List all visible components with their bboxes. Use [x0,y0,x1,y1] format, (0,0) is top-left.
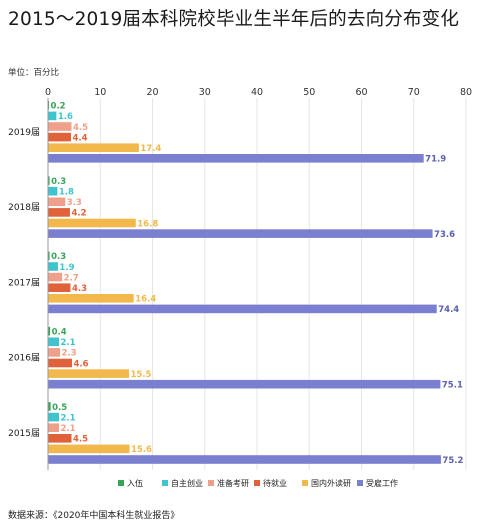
data-label: 75.1 [442,381,463,391]
category-label: 2016届 [8,353,40,364]
bar [48,455,441,464]
bar [48,412,59,422]
bar [48,176,50,185]
x-tick-label: 40 [251,87,263,98]
bar [48,101,50,110]
x-tick-label: 0 [45,87,51,98]
bar [48,208,70,217]
data-label: 2.1 [60,413,75,423]
bar [48,434,72,443]
bar [48,111,57,121]
x-tick-label: 80 [460,87,472,98]
data-label: 4.6 [74,359,89,369]
data-label: 1.6 [58,112,73,122]
data-label: 1.8 [59,188,74,198]
legend-swatch [208,480,214,486]
data-label: 4.5 [73,435,88,445]
legend-label: 自主创业 [171,478,203,488]
data-label: 16.4 [135,295,156,305]
data-label: 0.4 [52,328,67,338]
data-label: 4.3 [72,284,87,294]
bar [48,348,61,357]
bar [48,444,130,454]
data-label: 17.4 [140,144,161,154]
x-tick-label: 50 [303,87,315,98]
bar [48,154,424,163]
x-tick-label: 60 [355,87,367,98]
data-label: 4.5 [73,123,88,133]
data-label: 0.5 [52,403,67,413]
bar [48,122,72,131]
data-label: 2.1 [60,338,75,348]
bar [48,218,136,228]
legend-label: 待就业 [263,478,287,488]
bar [48,272,63,282]
legend-swatch [357,480,363,486]
data-label: 75.2 [442,456,463,466]
bar [48,423,59,432]
category-label: 2015届 [8,428,40,439]
data-label: 0.3 [51,177,66,187]
bar [48,402,51,411]
legend-swatch [254,480,260,486]
data-label: 2.1 [60,424,75,434]
bar [48,251,50,261]
bar [48,369,129,378]
x-tick-label: 20 [146,87,158,98]
data-label: 15.6 [131,445,152,455]
legend-label: 准备考研 [217,478,249,488]
bar [48,197,66,207]
legend-label: 入伍 [127,478,143,488]
legend-label: 受雇工作 [366,478,398,488]
unit-label: 单位：百分比 [8,68,60,78]
data-label: 1.9 [59,263,74,273]
bar [48,132,71,142]
x-tick-label: 70 [408,87,420,98]
data-label: 71.9 [425,155,446,165]
bar [48,262,58,271]
legend-swatch [118,480,124,486]
legend-label: 国内外读研 [311,478,351,488]
bar [48,283,71,292]
data-label: 16.8 [137,219,158,229]
data-label: 0.3 [51,252,66,262]
category-label: 2019届 [8,127,40,138]
bar [48,337,59,347]
data-label: 3.3 [67,198,82,208]
category-label: 2018届 [8,202,40,213]
x-tick-label: 10 [94,87,106,98]
bar [48,326,51,336]
bar [48,186,58,196]
chart-title: 2015～2019届本科院校毕业生半年后的去向分布变化 [8,9,460,30]
bar [48,304,437,314]
data-label: 15.5 [130,370,151,380]
bar [48,379,441,389]
bar [48,143,139,152]
legend-swatch [302,480,308,486]
data-label: 74.4 [438,305,459,315]
data-label: 0.2 [51,102,66,112]
data-label: 73.6 [434,230,455,240]
bar [48,229,433,238]
x-tick-label: 30 [199,87,211,98]
data-label: 2.3 [62,349,77,359]
bar [48,294,134,303]
source-note: 数据来源：《2020年中国本科生就业报告》 [8,511,180,521]
data-label: 4.2 [71,209,86,219]
data-label: 2.7 [64,273,79,283]
legend-swatch [162,480,168,486]
bar [48,358,73,368]
data-label: 4.4 [72,133,87,143]
category-label: 2017届 [8,277,40,288]
